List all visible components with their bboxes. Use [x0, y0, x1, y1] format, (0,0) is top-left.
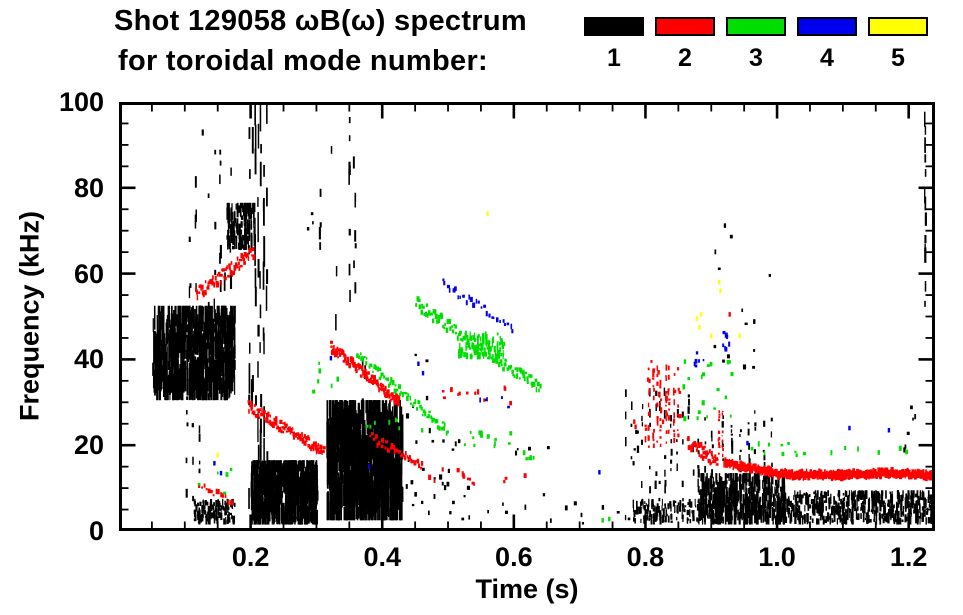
legend-item-mode-4: 4	[796, 17, 858, 71]
legend-swatch-mode-1	[584, 17, 644, 36]
legend-label-mode-1: 1	[607, 44, 621, 72]
chart-title: Shot 129058 ωB(ω) spectrum	[114, 5, 527, 37]
legend: 1 2 3 4 5	[583, 17, 929, 71]
chart-subtitle: for toroidal mode number:	[118, 45, 488, 77]
y-tick-label: 0	[88, 516, 104, 546]
x-tick-label: 1.0	[758, 542, 796, 572]
x-tick-label: 0.8	[626, 542, 665, 572]
legend-item-mode-1: 1	[583, 17, 645, 71]
spectrogram-canvas	[119, 102, 935, 531]
legend-label-mode-3: 3	[749, 44, 763, 72]
legend-swatch-mode-3	[726, 17, 786, 36]
y-tick-label: 100	[58, 87, 104, 117]
x-tick-label: 1.2	[889, 542, 928, 572]
legend-item-mode-3: 3	[725, 17, 787, 71]
legend-label-mode-2: 2	[678, 44, 692, 72]
y-tick-label: 60	[73, 258, 104, 289]
x-tick-label: 0.6	[495, 542, 533, 572]
legend-item-mode-5: 5	[867, 17, 929, 71]
x-axis-title: Time (s)	[475, 574, 579, 604]
y-tick-label: 80	[73, 172, 104, 203]
y-tick-label: 20	[73, 430, 104, 461]
legend-swatch-mode-2	[655, 17, 715, 36]
legend-item-mode-2: 2	[654, 17, 716, 71]
y-axis-title: Frequency (kHz)	[14, 210, 45, 422]
x-tick-label: 0.2	[231, 542, 270, 572]
legend-swatch-mode-4	[797, 17, 857, 36]
x-tick-label: 0.4	[363, 542, 401, 572]
legend-label-mode-4: 4	[820, 44, 834, 72]
legend-label-mode-5: 5	[891, 44, 905, 72]
y-tick-label: 40	[73, 344, 104, 375]
legend-swatch-mode-5	[868, 17, 928, 36]
